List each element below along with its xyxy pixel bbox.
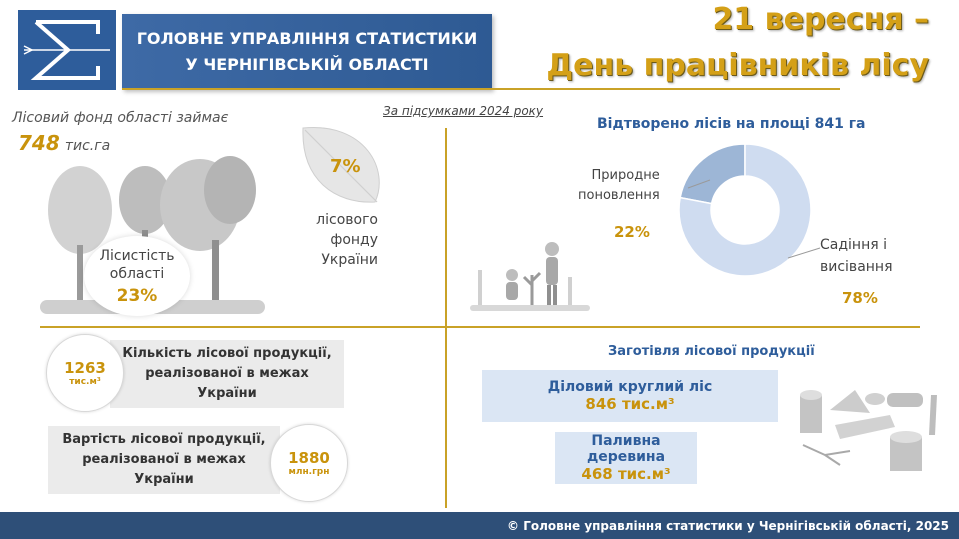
reforestation-donut-chart (678, 143, 821, 277)
natural-label: Природне поновлення (578, 166, 660, 206)
ukraine-share-label: лісового фонду України (300, 210, 378, 270)
cost-badge: 1880 млн.грн (270, 424, 348, 502)
firewood-box: Паливна деревина 468 тис.м³ (555, 432, 697, 484)
firewood-value: 468 тис.м³ (581, 465, 671, 483)
sigma-logo-icon (23, 20, 110, 80)
planting-label-line2: висівання (820, 259, 893, 275)
planting-label-line1: Садіння і (820, 237, 887, 253)
org-name-line1: ГОЛОВНЕ УПРАВЛІННЯ СТАТИСТИКИ (136, 29, 478, 48)
page-title-line1: 21 вересня – (712, 2, 929, 37)
org-name-line2: У ЧЕРНІГІВСЬКІЙ ОБЛАСТІ (185, 55, 429, 74)
cost-unit: млн.грн (288, 467, 330, 477)
roundwood-value: 846 тис.м³ (585, 395, 675, 413)
period-note: За підсумками 2024 року (383, 104, 544, 118)
forest-fund-value: 748 (18, 131, 60, 155)
horizontal-divider (40, 326, 920, 328)
firewood-label: Паливна деревина (586, 433, 666, 465)
natural-label-line1: Природне (591, 168, 660, 183)
quantity-unit: тис.м³ (69, 377, 101, 387)
natural-label-line2: поновлення (578, 188, 660, 203)
ukraine-share-value: 7% (330, 156, 361, 177)
org-header: ГОЛОВНЕ УПРАВЛІННЯ СТАТИСТИКИ У ЧЕРНІГІВ… (122, 14, 492, 90)
quantity-line2: реалізованої в межах (145, 366, 309, 381)
roundwood-box: Діловий круглий ліс 846 тис.м³ (482, 370, 778, 422)
forest-cover-badge: Лісистість області 23% (84, 236, 190, 316)
ukraine-share-line2: фонду (330, 232, 378, 248)
quantity-description: Кількість лісової продукції, реалізовано… (110, 340, 344, 408)
logs-illustration-icon (800, 390, 937, 471)
forest-fund-unit: тис.га (64, 138, 111, 154)
planting-label: Садіння і висівання (820, 234, 893, 278)
forest-cover-label-line1: Лісистість (99, 248, 175, 264)
donut-slice-planting (678, 143, 812, 277)
roundwood-label: Діловий круглий ліс (547, 379, 713, 395)
forest-cover-value: 23% (116, 286, 158, 306)
ukraine-share-line1: лісового (316, 212, 378, 228)
page-title-line2: День працівників лісу (546, 48, 929, 83)
footer-copyright: © Головне управління статистики у Черніг… (507, 518, 949, 533)
quantity-badge: 1263 тис.м³ (46, 334, 124, 412)
cost-value: 1880 (288, 449, 330, 467)
harvest-title: Заготівля лісової продукції (608, 344, 815, 359)
header-divider (122, 88, 840, 90)
cost-line3: України (134, 472, 194, 487)
leaf-icon (302, 127, 380, 203)
forest-fund-figure: 748 тис.га (18, 131, 110, 155)
gardeners-illustration-icon (470, 242, 590, 311)
vertical-divider (445, 128, 447, 508)
forest-cover-label-line2: області (109, 266, 165, 282)
cost-line1: Вартість лісової продукції, (62, 432, 266, 447)
forest-fund-label: Лісовий фонд області займає (12, 110, 229, 126)
quantity-value: 1263 (64, 359, 106, 377)
quantity-line3: України (197, 386, 257, 401)
planting-leader-line (787, 247, 821, 259)
logo (18, 10, 116, 90)
natural-leader-line (687, 179, 711, 189)
cost-line2: реалізованої в межах (82, 452, 246, 467)
footer-bar: © Головне управління статистики у Черніг… (0, 512, 959, 539)
quantity-line1: Кількість лісової продукції, (122, 346, 332, 361)
reforestation-title: Відтворено лісів на площі 841 га (597, 116, 866, 132)
natural-value: 22% (614, 223, 650, 241)
ukraine-share-line3: України (321, 252, 378, 268)
donut-slice-natural (679, 143, 746, 205)
cost-description: Вартість лісової продукції, реалізованої… (48, 426, 280, 494)
planting-value: 78% (842, 289, 878, 307)
